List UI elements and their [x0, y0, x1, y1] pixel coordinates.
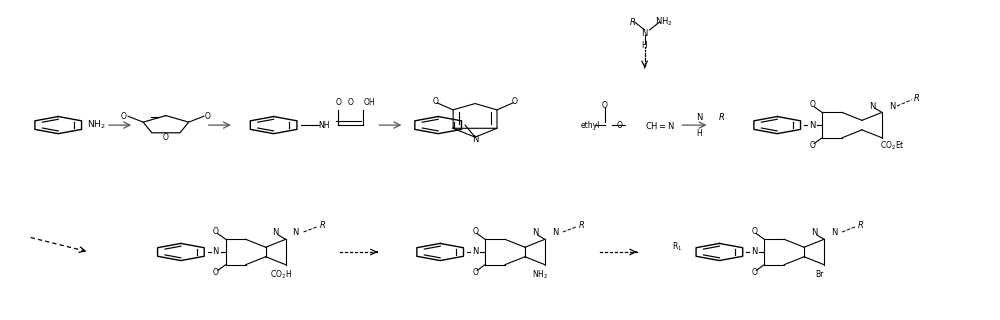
Text: H: H	[642, 41, 647, 50]
Text: O: O	[751, 268, 757, 277]
Text: N: N	[831, 228, 837, 237]
Text: R: R	[579, 220, 585, 229]
Text: R: R	[914, 94, 920, 103]
Text: O: O	[809, 141, 815, 150]
Text: $\mathdefault{CH=N}$: $\mathdefault{CH=N}$	[645, 120, 675, 131]
Text: Br: Br	[815, 270, 823, 279]
Text: N: N	[292, 228, 299, 237]
Text: O: O	[432, 97, 438, 106]
Text: N: N	[532, 228, 538, 237]
Text: O: O	[809, 100, 815, 109]
Text: N: N	[552, 228, 558, 237]
Text: N: N	[472, 247, 478, 257]
Text: $\mathdefault{R_1}$: $\mathdefault{R_1}$	[672, 241, 682, 253]
Text: $\mathdefault{NH_2}$: $\mathdefault{NH_2}$	[87, 119, 106, 131]
Text: H: H	[697, 129, 702, 138]
Text: $\mathdefault{NH_2}$: $\mathdefault{NH_2}$	[655, 16, 672, 28]
Text: O: O	[213, 268, 219, 277]
Text: N: N	[272, 228, 279, 237]
Text: OH: OH	[363, 98, 375, 107]
Text: O: O	[512, 97, 518, 106]
Text: O: O	[213, 227, 219, 236]
Text: O: O	[602, 101, 608, 110]
Text: $\mathdefault{NH_2}$: $\mathdefault{NH_2}$	[532, 268, 548, 281]
Text: O: O	[751, 227, 757, 236]
Text: O: O	[121, 112, 127, 121]
Text: O: O	[617, 121, 623, 130]
Text: NH: NH	[319, 121, 330, 130]
Text: O: O	[472, 227, 478, 236]
Text: N: N	[751, 247, 757, 257]
Text: N: N	[641, 28, 648, 38]
Text: N: N	[811, 228, 817, 237]
Text: R: R	[630, 18, 636, 27]
Text: N: N	[809, 121, 815, 130]
Text: N: N	[696, 113, 703, 122]
Text: ethyl: ethyl	[580, 121, 600, 130]
Text: N: N	[213, 247, 219, 257]
Text: R: R	[320, 220, 325, 229]
Text: N: N	[869, 101, 875, 111]
Text: $\mathdefault{CO_2H}$: $\mathdefault{CO_2H}$	[270, 268, 292, 281]
Text: O: O	[163, 133, 169, 142]
Text: O: O	[336, 98, 341, 107]
Text: O: O	[347, 98, 353, 107]
Text: O: O	[205, 112, 211, 121]
Text: $\mathdefault{CO_2Et}$: $\mathdefault{CO_2Et}$	[880, 140, 904, 152]
Text: N: N	[472, 135, 478, 144]
Text: R: R	[858, 220, 864, 229]
Text: N: N	[889, 101, 895, 111]
Text: O: O	[472, 268, 478, 277]
Text: R: R	[718, 113, 724, 122]
